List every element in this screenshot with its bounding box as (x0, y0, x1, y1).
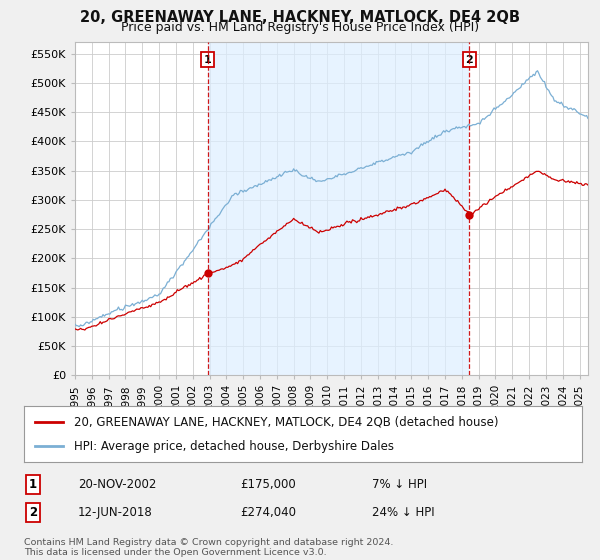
Text: Price paid vs. HM Land Registry's House Price Index (HPI): Price paid vs. HM Land Registry's House … (121, 21, 479, 34)
Text: Contains HM Land Registry data © Crown copyright and database right 2024.
This d: Contains HM Land Registry data © Crown c… (24, 538, 394, 557)
Text: 12-JUN-2018: 12-JUN-2018 (78, 506, 153, 519)
Text: 2: 2 (29, 506, 37, 519)
Text: 1: 1 (203, 54, 211, 64)
Bar (208, 42, 469, 375)
Text: 1: 1 (29, 478, 37, 491)
Text: HPI: Average price, detached house, Derbyshire Dales: HPI: Average price, detached house, Derb… (74, 440, 394, 453)
Text: 7% ↓ HPI: 7% ↓ HPI (372, 478, 427, 491)
Text: 20, GREENAWAY LANE, HACKNEY, MATLOCK, DE4 2QB (detached house): 20, GREENAWAY LANE, HACKNEY, MATLOCK, DE… (74, 415, 499, 428)
Text: 24% ↓ HPI: 24% ↓ HPI (372, 506, 434, 519)
Text: £175,000: £175,000 (240, 478, 296, 491)
Text: £274,040: £274,040 (240, 506, 296, 519)
Text: 2: 2 (466, 54, 473, 64)
Text: 20-NOV-2002: 20-NOV-2002 (78, 478, 157, 491)
Text: 20, GREENAWAY LANE, HACKNEY, MATLOCK, DE4 2QB: 20, GREENAWAY LANE, HACKNEY, MATLOCK, DE… (80, 10, 520, 25)
